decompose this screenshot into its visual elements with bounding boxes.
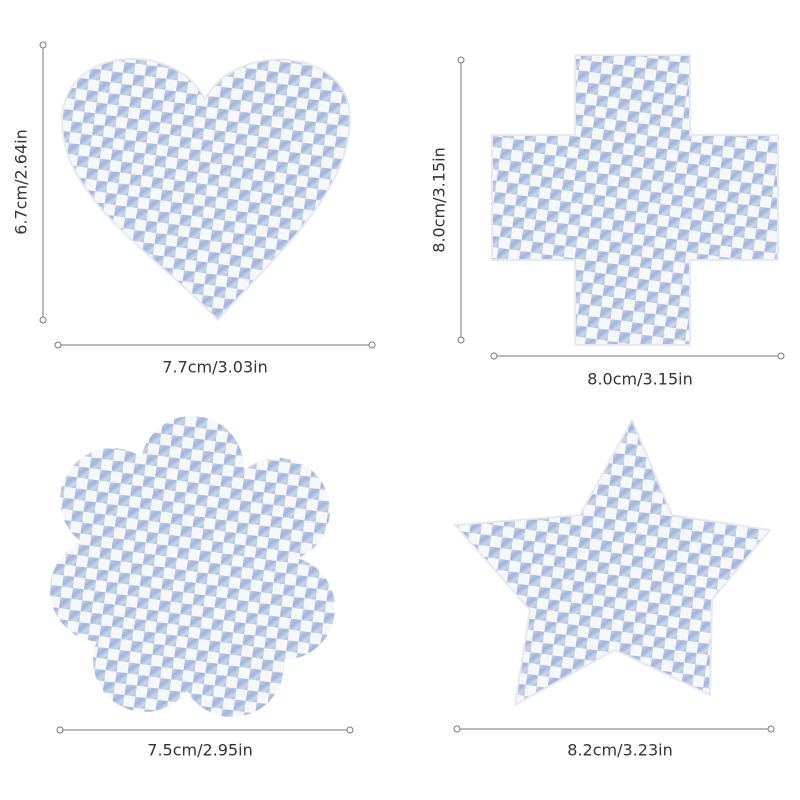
line-end: [54, 341, 62, 349]
line-end: [56, 726, 64, 734]
heart-sticker: [61, 57, 351, 321]
line-end: [490, 352, 498, 360]
width-label: 8.2cm/3.23in: [567, 741, 672, 760]
line-end: [777, 352, 785, 360]
width-label: 7.5cm/2.95in: [147, 741, 252, 760]
line-end: [39, 316, 47, 324]
star-sticker: [454, 419, 771, 706]
height-label: 8.0cm/3.15in: [430, 147, 449, 252]
line-end: [767, 725, 775, 733]
line-end: [368, 341, 376, 349]
line-end: [39, 41, 47, 49]
width-label: 7.7cm/3.03in: [162, 358, 267, 377]
line-end: [457, 56, 465, 64]
flower-sticker: [50, 416, 335, 717]
line-end: [457, 336, 465, 344]
line-end: [346, 726, 354, 734]
cross-sticker: [491, 54, 779, 346]
width-label: 8.0cm/3.15in: [587, 370, 692, 389]
height-label: 6.7cm/2.64in: [12, 129, 31, 234]
line-end: [453, 725, 461, 733]
